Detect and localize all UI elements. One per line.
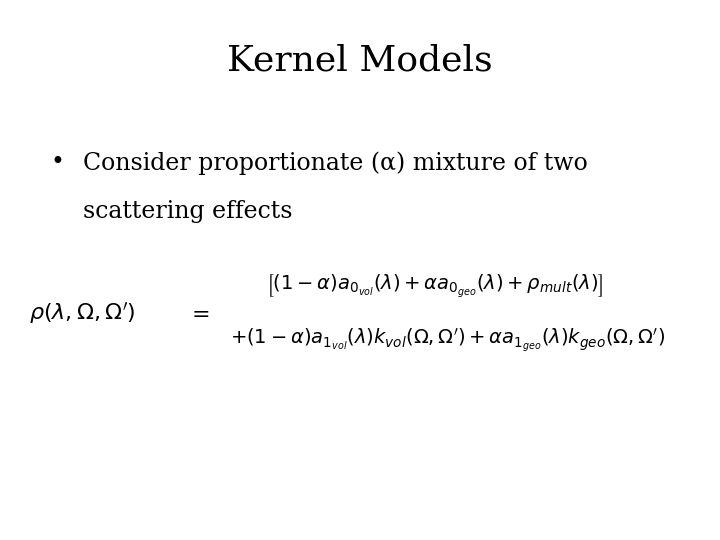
- Text: $+(1-\alpha)a_{1_{vol}}(\lambda)k_{vol}(\Omega,\Omega')+\alpha a_{1_{geo}}(\lamb: $+(1-\alpha)a_{1_{vol}}(\lambda)k_{vol}(…: [230, 326, 665, 354]
- Text: •: •: [50, 151, 64, 174]
- Text: $=$: $=$: [187, 302, 210, 324]
- Text: Kernel Models: Kernel Models: [228, 43, 492, 77]
- Text: $\left[(1-\alpha)a_{0_{vol}}(\lambda)+\alpha a_{0_{geo}}(\lambda)+\rho_{mult}(\l: $\left[(1-\alpha)a_{0_{vol}}(\lambda)+\a…: [266, 273, 604, 300]
- Text: scattering effects: scattering effects: [83, 200, 292, 223]
- Text: Consider proportionate (α) mixture of two: Consider proportionate (α) mixture of tw…: [83, 151, 588, 175]
- Text: $\rho(\lambda,\Omega,\Omega')$: $\rho(\lambda,\Omega,\Omega')$: [29, 300, 135, 326]
